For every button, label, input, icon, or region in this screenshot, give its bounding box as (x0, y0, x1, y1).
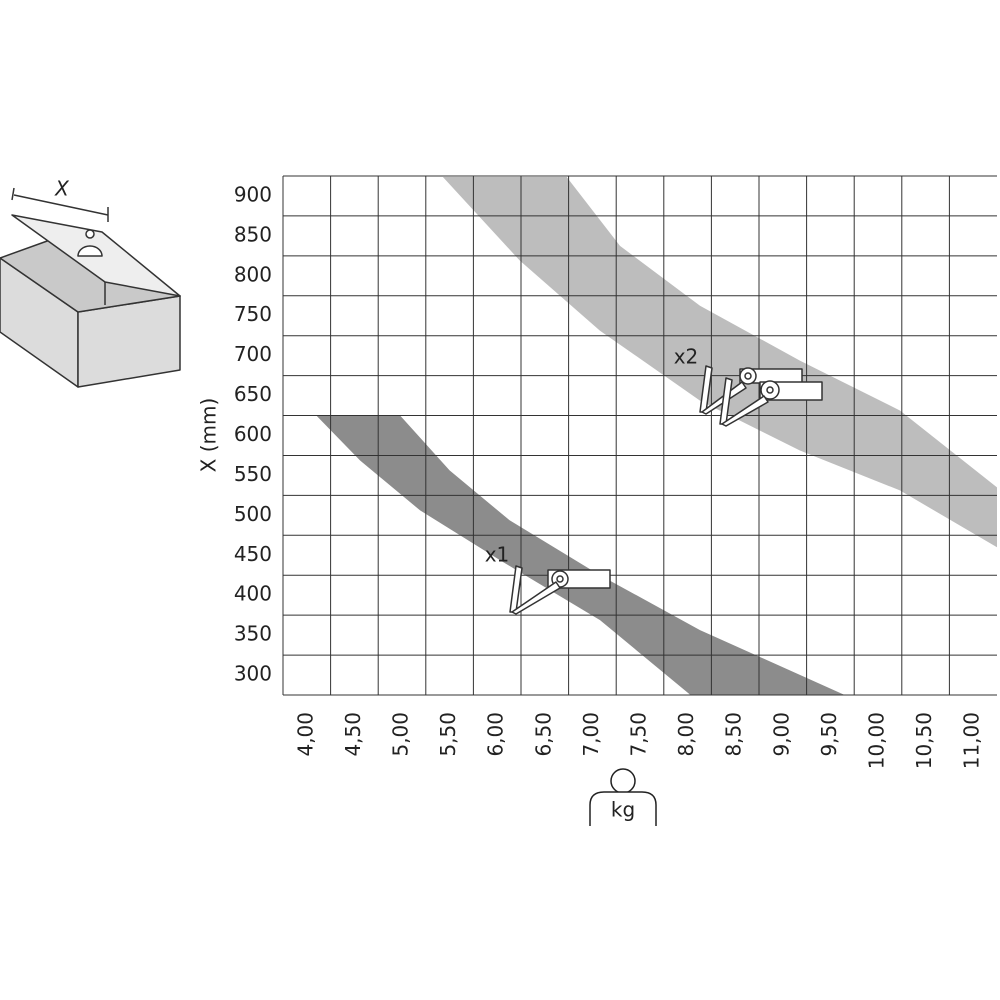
x-tick-label: 8,00 (674, 712, 698, 757)
x-tick-label: 6,50 (531, 712, 555, 757)
y-tick-label: 400 (234, 582, 272, 606)
y-tick-label: 850 (234, 222, 272, 246)
grid (282, 175, 997, 696)
y-tick-label: 800 (234, 262, 272, 286)
bands (316, 177, 997, 695)
band (316, 415, 845, 695)
x-tick-label: 9,00 (769, 712, 793, 757)
x-tick-label: 5,00 (389, 712, 413, 757)
hinge-icon (699, 365, 823, 427)
x-tick-label: 7,50 (627, 712, 651, 757)
x-tick-label: 5,50 (436, 712, 460, 757)
y-tick-label: 700 (234, 342, 272, 366)
y-tick-label: 900 (234, 182, 272, 206)
series-label: x1 (485, 543, 510, 567)
x-tick-label: 10,50 (912, 712, 936, 769)
x-axis-label: kg (611, 798, 635, 822)
y-tick-label: 650 (234, 382, 272, 406)
band (442, 177, 997, 548)
hinge-icon (509, 565, 611, 615)
box-illustration (0, 187, 181, 388)
x-tick-label: 8,50 (722, 712, 746, 757)
y-axis-label: X (mm) (197, 398, 221, 473)
diagram-label: X (54, 177, 70, 201)
x-tick-label: 6,00 (484, 712, 508, 757)
x-tick-label: 4,50 (341, 712, 365, 757)
y-tick-label: 500 (234, 502, 272, 526)
x-tick-label: 7,00 (579, 712, 603, 757)
x-tick-label: 9,50 (817, 712, 841, 757)
y-tick-label: 450 (234, 542, 272, 566)
weight-icon (589, 768, 657, 826)
x-tick-label: 10,00 (865, 712, 889, 769)
y-tick-label: 300 (234, 662, 272, 686)
y-tick-label: 550 (234, 462, 272, 486)
series-label: x2 (674, 345, 699, 369)
y-tick-label: 350 (234, 622, 272, 646)
y-tick-label: 600 (234, 422, 272, 446)
x-tick-label: 4,00 (293, 712, 317, 757)
x-tick-label: 11,00 (960, 712, 984, 769)
y-tick-label: 750 (234, 302, 272, 326)
